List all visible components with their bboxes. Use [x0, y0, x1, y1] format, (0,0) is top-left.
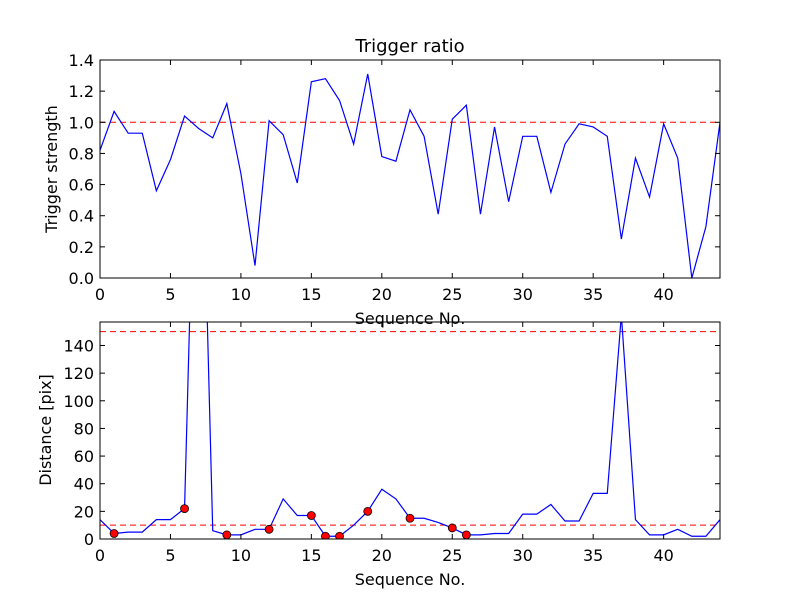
axes-frame — [99, 321, 721, 540]
data-point-marker — [335, 531, 344, 539]
x-axis-ticks: 0 5 10 15 20 25 30 35 40 — [95, 60, 674, 304]
data-point-marker — [321, 531, 330, 539]
series-line — [100, 322, 720, 537]
x-axis-label: Sequence No. — [355, 309, 466, 328]
y-tick-label: 120 — [63, 364, 94, 383]
distance-plot: 0 5 10 15 20 25 30 35 40 0 20 40 60 80 100 120 140 Sequ… — [36, 321, 721, 589]
x-tick-label: 35 — [583, 285, 603, 304]
chart-title: Trigger ratio — [354, 36, 464, 57]
y-tick-label: 40 — [74, 475, 94, 494]
x-tick-label: 15 — [301, 546, 321, 565]
x-tick-label: 35 — [583, 546, 603, 565]
x-tick-label: 20 — [372, 285, 392, 304]
y-tick-label: 0.2 — [69, 238, 94, 257]
data-point-marker — [306, 511, 316, 520]
y-tick-label: 80 — [74, 419, 94, 438]
y-tick-label: 20 — [74, 502, 94, 521]
x-tick-label: 20 — [372, 546, 392, 565]
data-point-marker — [447, 523, 457, 533]
y-tick-label: 0.6 — [69, 176, 94, 195]
x-tick-label: 5 — [165, 546, 175, 565]
y-tick-label: 0.4 — [69, 207, 94, 226]
data-point-marker — [264, 524, 274, 534]
data-point-marker — [222, 530, 232, 539]
x-axis-ticks: 0 5 10 15 20 25 30 35 40 — [95, 322, 674, 565]
data-point-marker — [363, 506, 373, 516]
x-axis-label: Sequence No. — [355, 570, 466, 589]
y-tick-label: 0.0 — [69, 269, 94, 288]
y-axis-label: Trigger strength — [42, 105, 61, 234]
plot-area — [100, 322, 720, 539]
x-tick-label: 30 — [513, 546, 533, 565]
x-tick-label: 15 — [301, 285, 321, 304]
data-point-marker — [405, 513, 415, 523]
x-tick-label: 10 — [231, 285, 251, 304]
data-point-marker — [180, 504, 189, 513]
plot-area — [100, 73, 720, 278]
x-tick-label: 0 — [95, 546, 105, 565]
data-point-marker — [461, 530, 471, 539]
trigger-ratio-plot: Trigger ratio 0 5 10 15 20 25 30 35 40 0.0 0.2 0.4… — [42, 36, 721, 328]
series-line — [100, 73, 720, 278]
y-tick-label: 100 — [63, 392, 94, 411]
x-tick-label: 5 — [165, 285, 175, 304]
y-tick-label: 1.2 — [69, 82, 94, 101]
y-tick-label: 140 — [63, 336, 94, 355]
y-tick-label: 1.4 — [69, 51, 94, 70]
y-tick-label: 60 — [74, 447, 94, 466]
x-tick-label: 0 — [95, 285, 105, 304]
x-tick-label: 40 — [653, 546, 673, 565]
x-tick-label: 25 — [442, 285, 462, 304]
y-axis-ticks: 0.0 0.2 0.4 0.6 0.8 1.0 1.2 1.4 — [69, 51, 720, 288]
x-tick-label: 40 — [653, 285, 673, 304]
y-axis-ticks: 0 20 40 60 80 100 120 140 — [63, 336, 720, 549]
y-tick-label: 0 — [84, 530, 94, 549]
axes-frame — [99, 59, 721, 279]
x-tick-label: 10 — [231, 546, 251, 565]
x-tick-label: 25 — [442, 546, 462, 565]
y-tick-label: 1.0 — [69, 113, 94, 132]
data-point-marker — [109, 529, 119, 538]
x-tick-label: 30 — [513, 285, 533, 304]
y-axis-label: Distance [pix] — [36, 374, 55, 486]
y-tick-label: 0.8 — [69, 144, 94, 163]
